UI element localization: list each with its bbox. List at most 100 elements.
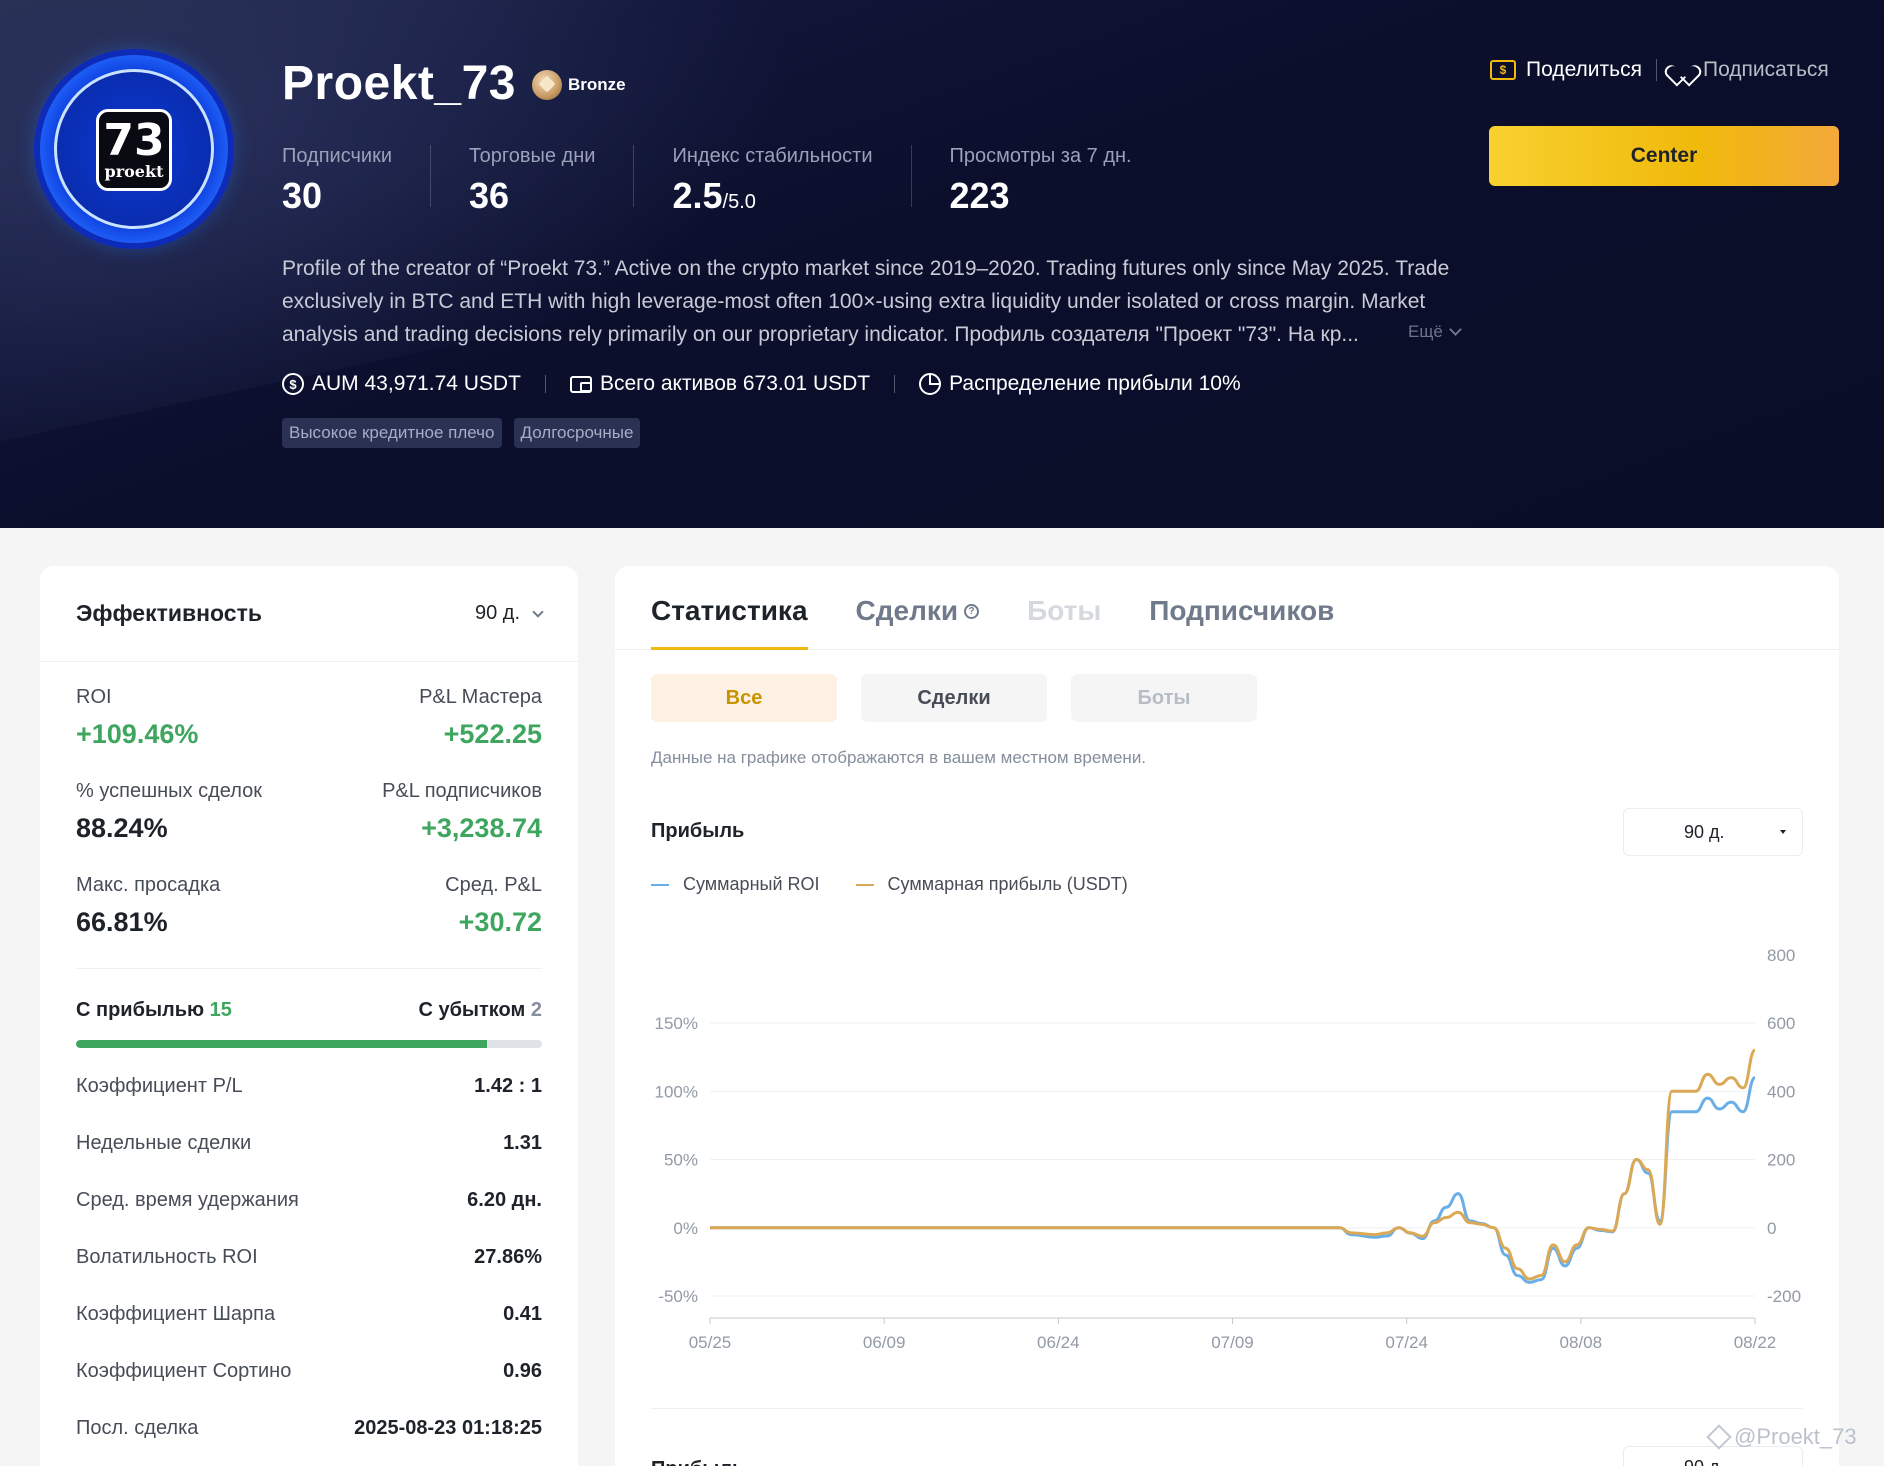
segment-button-2[interactable]: Боты <box>1071 674 1257 722</box>
tier-label: Bronze <box>568 75 626 94</box>
profile-stats: Подписчики 30 Торговые дни 36 Индекс ста… <box>282 145 1208 214</box>
performance-panel: Эффективность 90 д. ROI +109.46% P&L Мас… <box>40 566 578 1466</box>
avatar[interactable]: 73 proekt <box>40 55 228 243</box>
y-tick-label-right: 600 <box>1767 1014 1795 1033</box>
x-tick-label: 07/24 <box>1385 1333 1428 1352</box>
legend-item[interactable]: Суммарная прибыль (USDT) <box>855 874 1128 895</box>
stat-value: 2.5/5.0 <box>672 178 872 220</box>
avatar-badge: 73 proekt <box>96 109 172 191</box>
divider <box>651 1408 1803 1409</box>
legend-swatch <box>651 883 669 886</box>
detail-value: 2025-08-23 01:18:25 <box>354 1417 542 1439</box>
profile-tags: Высокое кредитное плечо Долгосрочные <box>282 418 641 448</box>
statistics-tabs: Статистика Сделки? Боты Подписчиков <box>615 566 1839 650</box>
segment-button-0[interactable]: Все <box>651 674 837 722</box>
segment-filter: Все Сделки Боты <box>651 674 1257 722</box>
aum: $ AUM 43,971.74 USDT <box>282 372 521 396</box>
legend-label: Суммарная прибыль (USDT) <box>887 874 1128 894</box>
legend-item[interactable]: Суммарный ROI <box>651 874 820 895</box>
stat-label: Торговые дни <box>469 145 596 167</box>
detail-label: Недельные сделки <box>76 1132 252 1154</box>
win-loss-bar <box>76 1040 542 1048</box>
metric-value: +3,238.74 <box>421 813 542 843</box>
detail-label: Коэффициент Шарпа <box>76 1303 276 1325</box>
tag: Высокое кредитное плечо <box>282 418 502 448</box>
profit-range-select-2[interactable]: 90 д. <box>1623 1446 1803 1466</box>
tab-2[interactable]: Боты <box>1027 595 1101 649</box>
help-icon[interactable]: ? <box>964 603 980 619</box>
win-label: С прибылью <box>76 999 205 1021</box>
x-tick-label: 08/08 <box>1560 1333 1603 1352</box>
detail-value: 0.96 <box>503 1360 542 1382</box>
performance-range-select[interactable]: 90 д. <box>474 602 544 625</box>
more-link[interactable]: Ещё <box>1408 322 1462 342</box>
performance-header: Эффективность 90 д. <box>40 566 578 662</box>
caret-down-icon <box>1780 830 1786 834</box>
watermark-label: @Proekt_73 <box>1734 1424 1857 1449</box>
x-tick-label: 08/22 <box>1734 1333 1777 1352</box>
metric-label: P&L Мастера <box>419 686 542 708</box>
dollar-coin-icon: $ <box>282 373 304 395</box>
center-button[interactable]: Center <box>1489 126 1839 186</box>
metric-value: 66.81% <box>76 907 168 937</box>
segment-button-1[interactable]: Сделки <box>861 674 1047 722</box>
metric-label: ROI <box>76 686 112 708</box>
profit-share-label: Распределение прибыли 10% <box>949 372 1241 395</box>
subscribe-button[interactable]: Подписаться <box>1671 58 1829 82</box>
metric-row: % успешных сделок 88.24% P&L подписчиков… <box>76 780 542 844</box>
metric-row: ROI +109.46% P&L Мастера +522.25 <box>76 686 542 750</box>
win-count: 15 <box>209 999 232 1021</box>
y-tick-label-left: 100% <box>655 1082 698 1101</box>
metric-left: % успешных сделок 88.24% <box>76 780 262 844</box>
tab-label: Статистика <box>651 595 808 626</box>
profit-chart: 150% 100% 50% 0% -50% 800 600 400 200 0 -200 05/25 0… <box>655 946 1802 1352</box>
metric-value: +109.46% <box>76 719 199 749</box>
tab-1[interactable]: Сделки? <box>856 595 980 649</box>
y-tick-label-left: -50% <box>658 1287 698 1306</box>
y-tick-label-right: 0 <box>1767 1219 1776 1238</box>
x-tick-label: 05/25 <box>689 1333 732 1352</box>
profit-title-2: Прибыль <box>651 1458 744 1466</box>
profile-name: Proekt_73 <box>282 57 516 110</box>
metric-label: Макс. просадка <box>76 874 221 896</box>
profile-meta: $ AUM 43,971.74 USDT Всего активов 673.0… <box>282 372 1241 396</box>
tab-0[interactable]: Статистика <box>651 595 808 650</box>
subscribe-label: Подписаться <box>1702 58 1829 81</box>
metric-right: P&L подписчиков +3,238.74 <box>382 780 542 844</box>
legend-label: Суммарный ROI <box>683 874 820 894</box>
y-tick-label-right: 800 <box>1767 946 1795 965</box>
profit-share: Распределение прибыли 10% <box>919 372 1241 396</box>
stability-value: 2.5 <box>672 175 723 216</box>
metric-value: 88.24% <box>76 813 168 843</box>
profit-range-label: 90 д. <box>1684 821 1725 842</box>
stat-stability-index: Индекс стабильности 2.5/5.0 <box>672 145 912 214</box>
chevron-down-icon <box>532 605 544 618</box>
stat-value: 30 <box>282 175 323 216</box>
y-tick-label-left: 0% <box>673 1219 698 1238</box>
x-tick-label: 06/24 <box>1037 1333 1080 1352</box>
series-line <box>710 1076 1756 1284</box>
stat-label: Подписчики <box>282 145 393 167</box>
metric-grid: ROI +109.46% P&L Мастера +522.25 % успеш… <box>40 662 578 938</box>
metric-right: Сред. P&L +30.72 <box>445 874 542 938</box>
exchange-logo-icon <box>1706 1424 1732 1450</box>
metric-left: Макс. просадка 66.81% <box>76 874 220 938</box>
stat-label: Просмотры за 7 дн. <box>949 145 1132 167</box>
profit-range-label-2: 90 д. <box>1684 1457 1725 1466</box>
stability-suffix: /5.0 <box>722 191 756 213</box>
loss-summary: С убытком 2 <box>418 999 542 1022</box>
share-button[interactable]: $ Поделиться <box>1490 58 1642 82</box>
performance-details: Коэффициент P/L 1.42 : 1 Недельные сделки… <box>40 1058 578 1457</box>
meta-divider <box>544 375 546 393</box>
detail-value: 27.86% <box>474 1246 542 1268</box>
win-summary: С прибылью 15 <box>76 999 232 1022</box>
profile-bio: Profile of the creator of “Proekt 73.” A… <box>282 257 1450 346</box>
total-assets-label: Всего активов 673.01 USDT <box>599 372 871 395</box>
detail-row: Сред. время удержания 6.20 дн. <box>76 1172 542 1229</box>
stat-trading-days: Торговые дни 36 <box>469 145 635 214</box>
tab-3[interactable]: Подписчиков <box>1149 595 1334 649</box>
profit-range-select[interactable]: 90 д. <box>1623 808 1803 856</box>
x-tick-label: 06/09 <box>863 1333 906 1352</box>
tab-label: Сделки <box>855 595 959 626</box>
range-label: 90 д. <box>474 602 520 624</box>
